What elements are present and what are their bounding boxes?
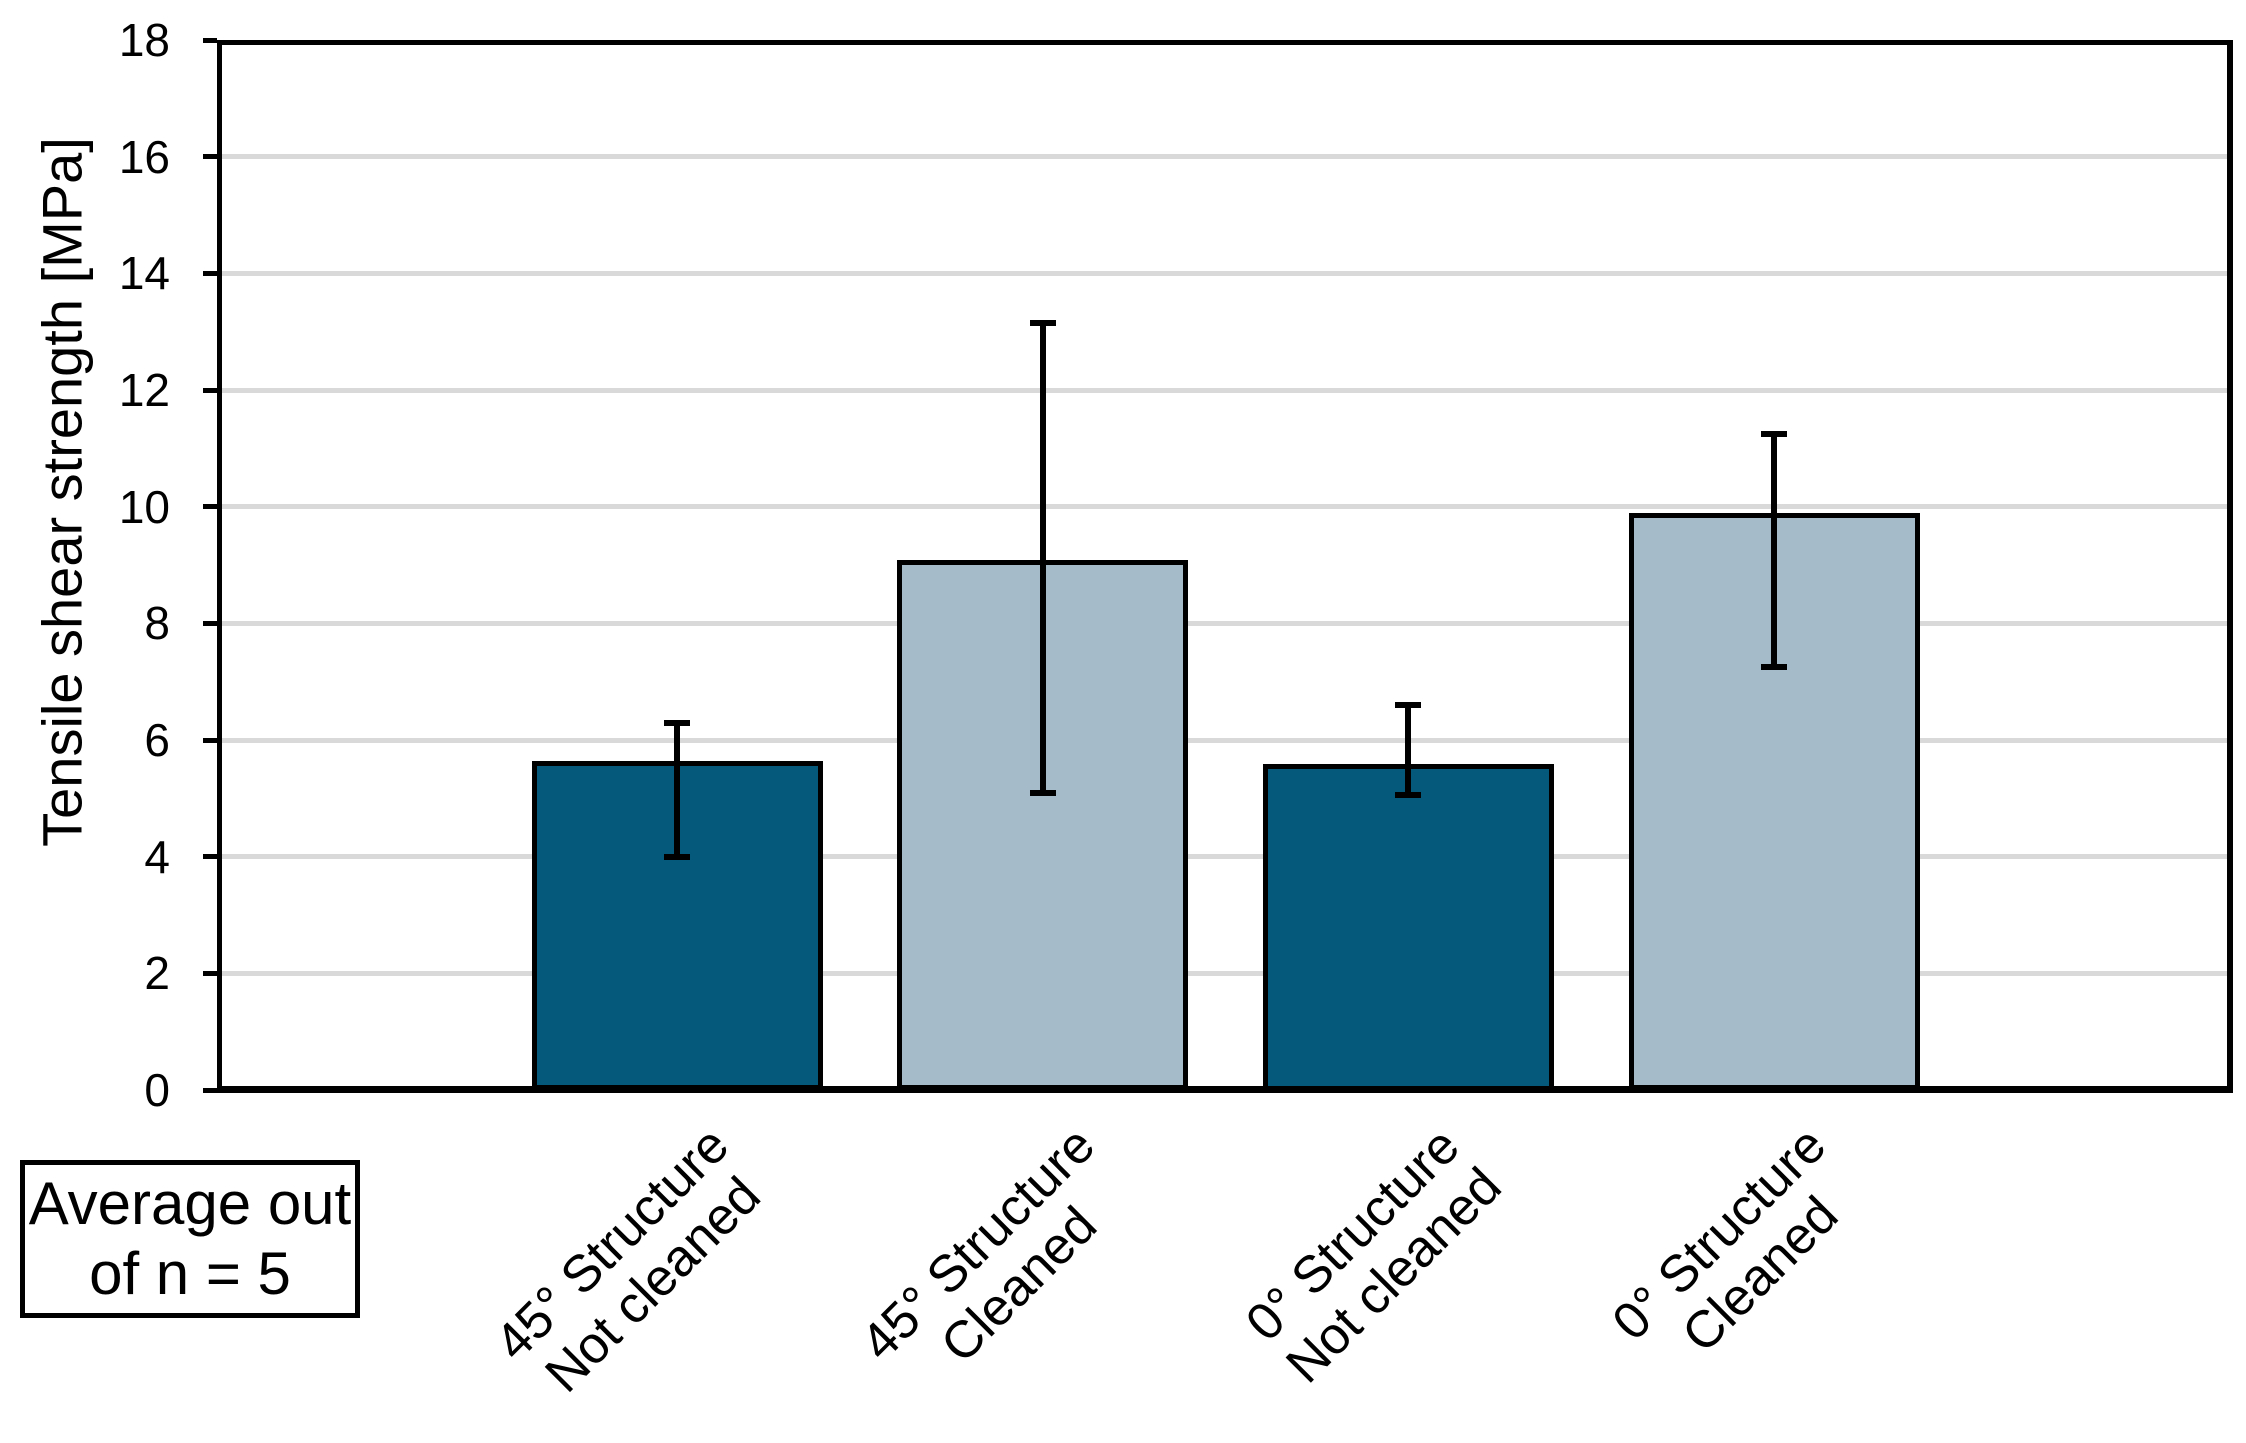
y-axis-tick-6 [203, 737, 217, 743]
y-tick-label-0: 0 [144, 1064, 170, 1116]
gridline-10 [222, 504, 2227, 510]
y-tick-label-4: 4 [144, 830, 170, 883]
gridline-2 [222, 970, 2227, 976]
y-tick-label-10: 10 [118, 480, 170, 533]
category-label-45-structure-cleaned: 45° Structure Cleaned [850, 1116, 1147, 1413]
y-tick-label-8: 8 [144, 597, 170, 650]
y-axis-tick-18 [203, 37, 217, 43]
error-cap-top-0-structure-cleaned [1761, 430, 1787, 437]
error-bar-45-structure-cleaned [1039, 322, 1046, 793]
gridline-8 [222, 620, 2227, 626]
gridline-12 [222, 387, 2227, 393]
y-axis-tick-0 [203, 1087, 217, 1093]
gridline-16 [222, 154, 2227, 160]
category-label-0-structure-cleaned: 0° Structure Cleaned [1601, 1116, 1878, 1393]
gridline-6 [222, 737, 2227, 743]
y-tick-label-2: 2 [144, 947, 170, 1000]
error-bar-45-structure-not-cleaned [674, 722, 680, 857]
error-cap-bottom-45-structure-not-cleaned [664, 853, 690, 860]
y-tick-label-18: 18 [118, 14, 170, 66]
y-axis-tick-2 [203, 970, 217, 976]
y-axis-tick-12 [203, 387, 217, 393]
y-axis-tick-14 [203, 270, 217, 276]
error-bar-0-structure-not-cleaned [1405, 705, 1412, 796]
error-cap-bottom-0-structure-cleaned [1761, 664, 1787, 671]
y-tick-label-6: 6 [144, 714, 170, 766]
error-bar-0-structure-cleaned [1771, 433, 1777, 668]
note-line-2: of n = 5 [89, 1240, 291, 1307]
y-axis-tick-16 [203, 154, 217, 160]
gridline-4 [222, 854, 2227, 860]
category-label-0-structure-not-cleaned: 0° Structure Not cleaned [1234, 1116, 1512, 1394]
y-tick-label-16: 16 [118, 130, 170, 183]
error-cap-top-0-structure-not-cleaned [1395, 702, 1422, 708]
error-cap-bottom-45-structure-cleaned [1029, 789, 1056, 796]
plot-area-border [217, 40, 2233, 1093]
error-cap-bottom-0-structure-not-cleaned [1395, 792, 1422, 799]
error-cap-top-45-structure-not-cleaned [664, 719, 690, 726]
error-cap-top-45-structure-cleaned [1029, 319, 1056, 326]
y-tick-label-14: 14 [118, 247, 170, 300]
y-axis-tick-10 [203, 504, 217, 510]
y-axis-tick-4 [203, 854, 217, 860]
y-tick-label-12: 12 [118, 364, 170, 416]
note-box: Average out of n = 5 [20, 1160, 360, 1318]
category-label-45-structure-not-cleaned: 45° Structure Not cleaned [484, 1116, 781, 1413]
gridline-14 [222, 270, 2227, 276]
y-axis-tick-8 [203, 620, 217, 626]
note-line-1: Average out [28, 1170, 352, 1237]
